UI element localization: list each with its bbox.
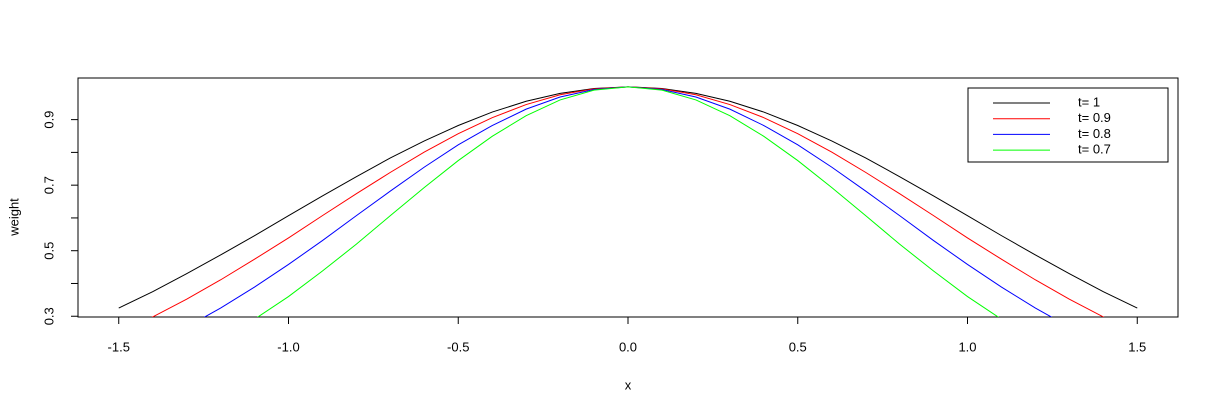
x-tick-label: 0.5 — [789, 339, 807, 354]
y-axis-label: weight — [6, 198, 21, 237]
x-tick-label: -0.5 — [447, 339, 469, 354]
x-tick-label: -1.0 — [277, 339, 299, 354]
x-tick-label: 1.5 — [1128, 339, 1146, 354]
y-tick-label: 0.3 — [41, 307, 56, 325]
y-tick-label: 0.5 — [41, 242, 56, 260]
legend-label: t= 0.9 — [1078, 110, 1111, 125]
y-tick-label: 0.9 — [41, 111, 56, 129]
x-tick-label: 0.0 — [619, 339, 637, 354]
x-tick-label: -1.5 — [108, 339, 130, 354]
series-line — [118, 86, 1138, 309]
legend-label: t= 0.7 — [1078, 142, 1111, 157]
x-tick-label: 1.0 — [958, 339, 976, 354]
series-line — [151, 86, 1105, 317]
series-line — [256, 86, 1000, 317]
legend-label: t= 1 — [1078, 94, 1100, 109]
legend-label: t= 0.8 — [1078, 126, 1111, 141]
legend-box — [967, 87, 1169, 163]
plot-frame — [77, 77, 1179, 318]
y-tick-label: 0.7 — [41, 176, 56, 194]
plot-lines — [118, 86, 1138, 317]
x-axis-label: x — [625, 377, 632, 392]
